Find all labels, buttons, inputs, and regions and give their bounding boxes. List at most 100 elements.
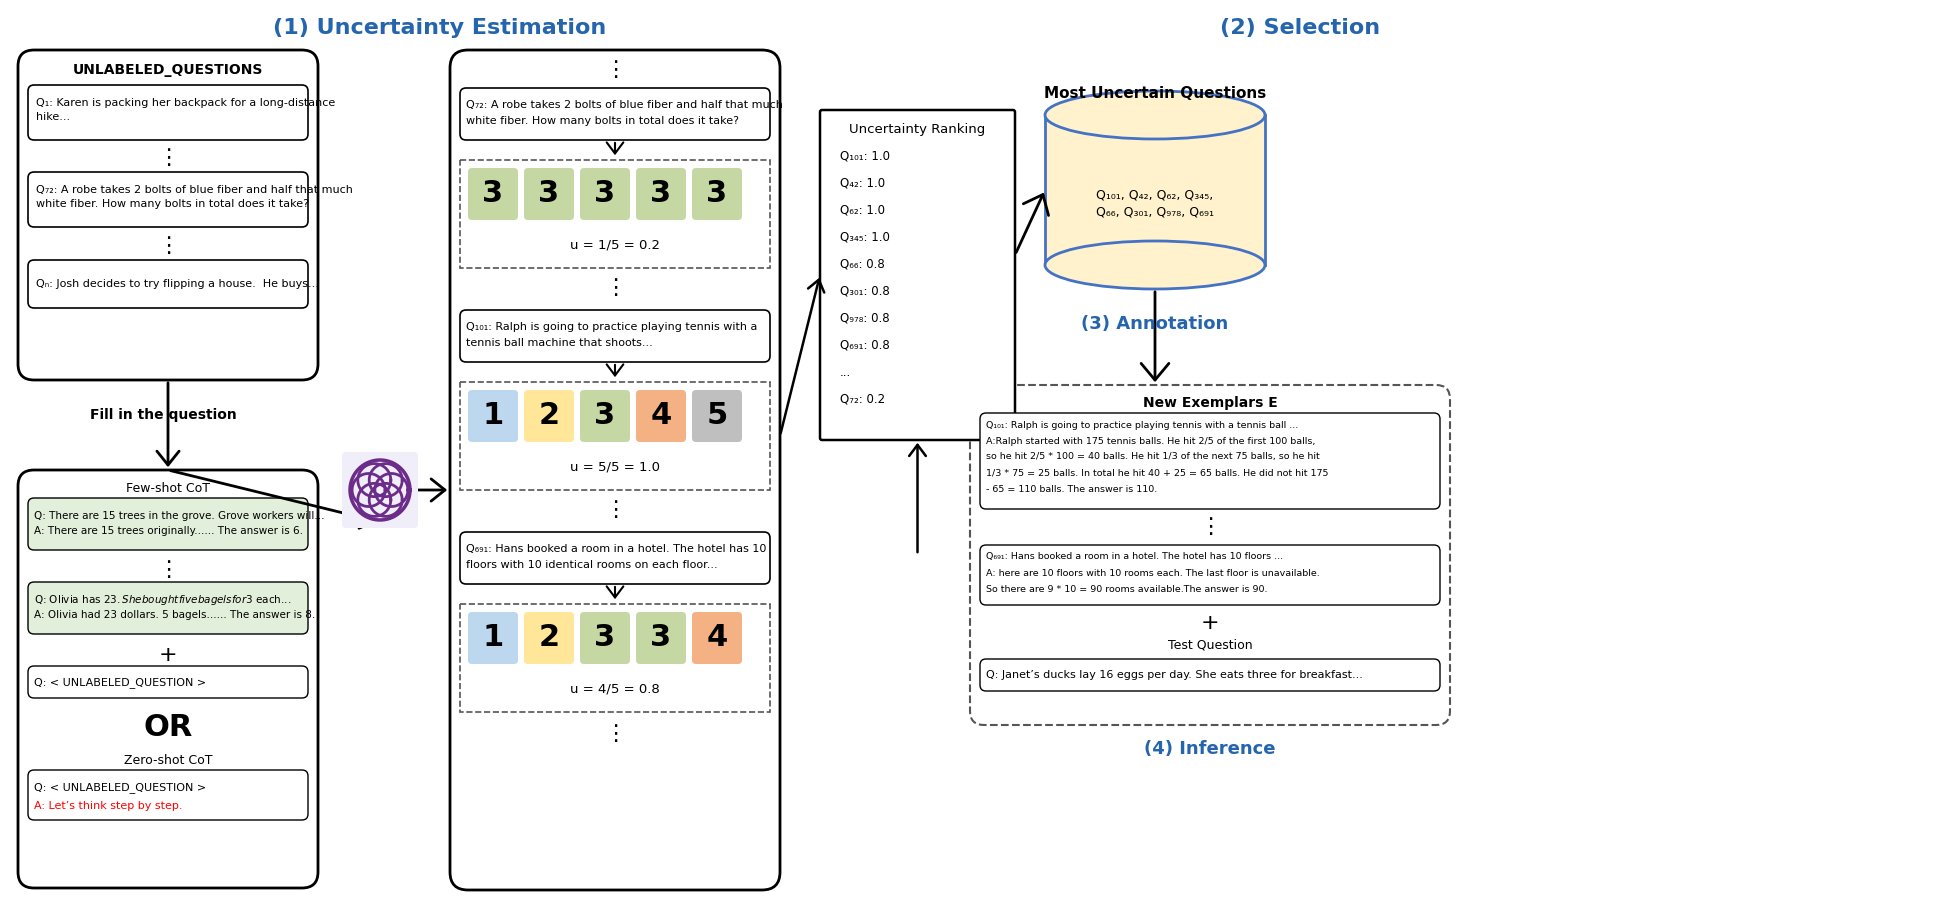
Text: white fiber. How many bolts in total does it take?: white fiber. How many bolts in total doe… — [37, 199, 308, 209]
FancyBboxPatch shape — [692, 390, 741, 442]
Text: Q: There are 15 trees in the grove. Grove workers will...: Q: There are 15 trees in the grove. Grov… — [35, 511, 324, 521]
Text: u = 4/5 = 0.8: u = 4/5 = 0.8 — [570, 683, 659, 696]
FancyBboxPatch shape — [450, 50, 779, 890]
Text: Q₃₄₅: 1.0: Q₃₄₅: 1.0 — [840, 231, 890, 244]
Text: 3: 3 — [650, 179, 671, 209]
Text: u = 5/5 = 1.0: u = 5/5 = 1.0 — [570, 460, 659, 473]
Text: white fiber. How many bolts in total does it take?: white fiber. How many bolts in total doe… — [465, 116, 739, 126]
Text: Q: Olivia has $23. She bought five bagels for $3 each...: Q: Olivia has $23. She bought five bagel… — [35, 593, 291, 607]
Text: Uncertainty Ranking: Uncertainty Ranking — [849, 123, 985, 137]
FancyBboxPatch shape — [970, 385, 1448, 725]
Text: UNLABELED_QUESTIONS: UNLABELED_QUESTIONS — [74, 63, 264, 77]
Text: 2: 2 — [539, 623, 558, 652]
Text: Test Question: Test Question — [1167, 639, 1253, 652]
Text: Q₆₂: 1.0: Q₆₂: 1.0 — [840, 203, 884, 217]
Text: u = 1/5 = 0.2: u = 1/5 = 0.2 — [570, 239, 659, 252]
FancyBboxPatch shape — [524, 390, 574, 442]
FancyBboxPatch shape — [467, 168, 518, 220]
Text: ⋮: ⋮ — [157, 148, 178, 168]
Text: A: Let’s think step by step.: A: Let’s think step by step. — [35, 801, 182, 811]
FancyBboxPatch shape — [460, 604, 770, 712]
Text: (3) Annotation: (3) Annotation — [1080, 315, 1227, 333]
FancyBboxPatch shape — [524, 612, 574, 664]
Text: New Exemplars E: New Exemplars E — [1142, 396, 1276, 410]
Text: Q₆₆, Q₃₀₁, Q₉₇₈, Q₆₉₁: Q₆₆, Q₃₀₁, Q₉₇₈, Q₆₉₁ — [1096, 206, 1214, 219]
Text: 3: 3 — [593, 402, 615, 430]
FancyBboxPatch shape — [692, 612, 741, 664]
Text: Q₆₉₁: 0.8: Q₆₉₁: 0.8 — [840, 338, 890, 351]
Text: Q₇₂: A robe takes 2 bolts of blue fiber and half that much: Q₇₂: A robe takes 2 bolts of blue fiber … — [465, 100, 783, 110]
Text: ⋮: ⋮ — [603, 500, 626, 520]
FancyBboxPatch shape — [17, 470, 318, 888]
Text: 3: 3 — [539, 179, 558, 209]
Text: Few-shot CoT: Few-shot CoT — [126, 482, 209, 494]
Text: ...: ... — [840, 366, 851, 379]
FancyBboxPatch shape — [27, 260, 308, 308]
Ellipse shape — [1045, 241, 1264, 289]
Text: 1/3 * 75 = 25 balls. In total he hit 40 + 25 = 65 balls. He did not hit 175: 1/3 * 75 = 25 balls. In total he hit 40 … — [985, 469, 1328, 478]
Text: Q₁₀₁: 1.0: Q₁₀₁: 1.0 — [840, 150, 890, 163]
FancyBboxPatch shape — [580, 168, 630, 220]
Bar — [1045, 115, 1264, 265]
Text: Q₃₀₁: 0.8: Q₃₀₁: 0.8 — [840, 285, 890, 298]
FancyBboxPatch shape — [524, 168, 574, 220]
FancyBboxPatch shape — [27, 172, 308, 227]
FancyBboxPatch shape — [979, 413, 1439, 509]
FancyBboxPatch shape — [636, 612, 686, 664]
FancyBboxPatch shape — [636, 168, 686, 220]
Text: ⋮: ⋮ — [157, 236, 178, 256]
Text: so he hit 2/5 * 100 = 40 balls. He hit 1/3 of the next 75 balls, so he hit: so he hit 2/5 * 100 = 40 balls. He hit 1… — [985, 452, 1319, 461]
FancyBboxPatch shape — [460, 88, 770, 140]
Text: Zero-shot CoT: Zero-shot CoT — [124, 754, 211, 766]
Text: Q₁: Karen is packing her backpack for a long-distance: Q₁: Karen is packing her backpack for a … — [37, 98, 335, 108]
Text: A: Olivia had 23 dollars. 5 bagels...... The answer is 8.: A: Olivia had 23 dollars. 5 bagels......… — [35, 610, 314, 620]
Text: So there are 9 * 10 = 90 rooms available.The answer is 90.: So there are 9 * 10 = 90 rooms available… — [985, 584, 1266, 594]
FancyBboxPatch shape — [27, 85, 308, 140]
Text: Q₇₂: 0.2: Q₇₂: 0.2 — [840, 392, 884, 405]
Text: hike...: hike... — [37, 112, 70, 122]
FancyBboxPatch shape — [27, 666, 308, 698]
Text: ⋮: ⋮ — [157, 560, 178, 580]
Text: Q₁₀₁, Q₄₂, Q₆₂, Q₃₄₅,: Q₁₀₁, Q₄₂, Q₆₂, Q₃₄₅, — [1096, 188, 1214, 201]
Text: tennis ball machine that shoots...: tennis ball machine that shoots... — [465, 338, 652, 348]
Text: A: here are 10 floors with 10 rooms each. The last floor is unavailable.: A: here are 10 floors with 10 rooms each… — [985, 569, 1319, 577]
Text: 4: 4 — [706, 623, 727, 652]
Text: ⋮: ⋮ — [603, 724, 626, 744]
FancyBboxPatch shape — [580, 612, 630, 664]
Text: 5: 5 — [706, 402, 727, 430]
FancyBboxPatch shape — [27, 582, 308, 634]
Text: - 65 = 110 balls. The answer is 110.: - 65 = 110 balls. The answer is 110. — [985, 484, 1158, 494]
Ellipse shape — [1045, 91, 1264, 139]
Text: +: + — [159, 645, 176, 665]
FancyBboxPatch shape — [636, 390, 686, 442]
Text: Q₁₀₁: Ralph is going to practice playing tennis with a: Q₁₀₁: Ralph is going to practice playing… — [465, 322, 756, 332]
Text: 2: 2 — [539, 402, 558, 430]
FancyBboxPatch shape — [820, 110, 1014, 440]
FancyBboxPatch shape — [27, 498, 308, 550]
Text: floors with 10 identical rooms on each floor...: floors with 10 identical rooms on each f… — [465, 560, 717, 570]
Text: (2) Selection: (2) Selection — [1220, 18, 1379, 38]
Text: Most Uncertain Questions: Most Uncertain Questions — [1043, 85, 1266, 100]
FancyBboxPatch shape — [467, 390, 518, 442]
Text: ⋮: ⋮ — [1198, 517, 1220, 537]
FancyBboxPatch shape — [979, 659, 1439, 691]
FancyBboxPatch shape — [467, 612, 518, 664]
Text: Q₆₉₁: Hans booked a room in a hotel. The hotel has 10 floors ...: Q₆₉₁: Hans booked a room in a hotel. The… — [985, 552, 1282, 562]
FancyBboxPatch shape — [979, 545, 1439, 605]
Text: 3: 3 — [650, 623, 671, 652]
FancyBboxPatch shape — [17, 50, 318, 380]
Text: 3: 3 — [593, 623, 615, 652]
Text: Q₁₀₁: Ralph is going to practice playing tennis with a tennis ball ...: Q₁₀₁: Ralph is going to practice playing… — [985, 421, 1297, 429]
Text: +: + — [1200, 613, 1220, 633]
Text: Q₆₉₁: Hans booked a room in a hotel. The hotel has 10: Q₆₉₁: Hans booked a room in a hotel. The… — [465, 544, 766, 554]
Text: 3: 3 — [593, 179, 615, 209]
Text: ⋮: ⋮ — [603, 60, 626, 80]
FancyBboxPatch shape — [27, 770, 308, 820]
Text: Q₄₂: 1.0: Q₄₂: 1.0 — [840, 176, 884, 189]
Text: (1) Uncertainty Estimation: (1) Uncertainty Estimation — [273, 18, 607, 38]
FancyBboxPatch shape — [692, 168, 741, 220]
Text: 3: 3 — [483, 179, 504, 209]
FancyBboxPatch shape — [460, 532, 770, 584]
FancyBboxPatch shape — [341, 452, 417, 528]
Text: A:Ralph started with 175 tennis balls. He hit 2/5 of the first 100 balls,: A:Ralph started with 175 tennis balls. H… — [985, 437, 1315, 446]
